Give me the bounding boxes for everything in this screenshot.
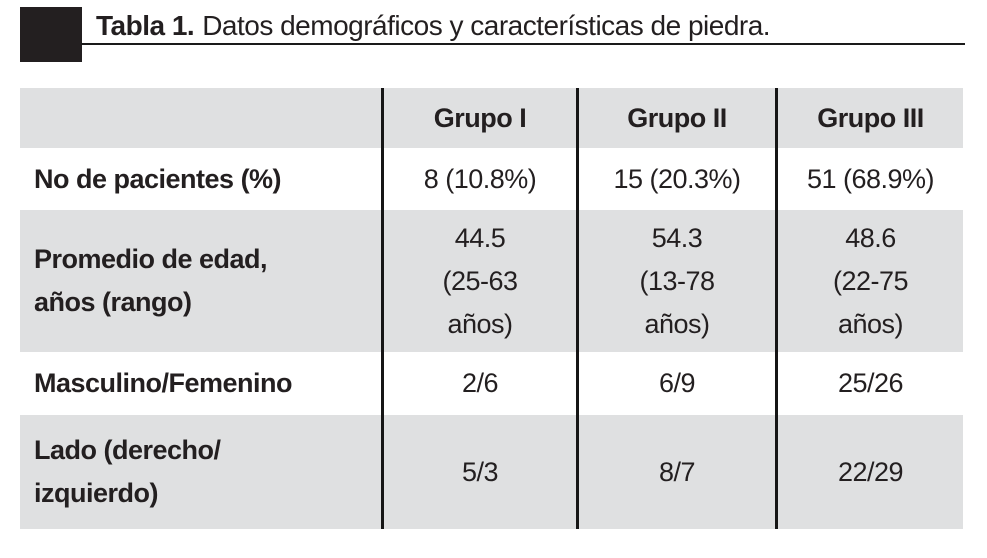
cell-lado-g1: 5/3 xyxy=(381,415,576,529)
cell-pacientes-g2: 15 (20.3%) xyxy=(576,148,775,210)
cell-pacientes-g3: 51 (68.9%) xyxy=(775,148,963,210)
table-title-text: Datos demográficos y características de … xyxy=(202,10,771,41)
row-label-sexo: Masculino/Femenino xyxy=(34,368,293,398)
cell-edad-g3: 48.6 (22-75 años) xyxy=(775,210,963,352)
demographics-table: Grupo I Grupo II Grupo III No de pacient… xyxy=(20,88,963,529)
row-label-pacientes: No de pacientes (%) xyxy=(34,163,282,194)
cell-sexo-g1: 2/6 xyxy=(381,352,576,415)
cell-sexo-g3: 25/26 xyxy=(775,352,963,415)
table-title-prefix: Tabla 1. xyxy=(96,10,195,41)
row-label-lado: Lado (derecho/ izquierdo) xyxy=(20,415,381,529)
cell-pacientes-g1: 8 (10.8%) xyxy=(381,148,576,210)
cell-edad-g1: 44.5 (25-63 años) xyxy=(381,210,576,352)
title-marker-square xyxy=(20,7,82,62)
cell-sexo-g2: 6/9 xyxy=(576,352,775,415)
cell-lado-g3: 22/29 xyxy=(775,415,963,529)
header-cell-grupo-i: Grupo I xyxy=(381,88,576,148)
header-cell-empty xyxy=(20,88,381,148)
header-cell-grupo-ii: Grupo II xyxy=(576,88,775,148)
title-rule xyxy=(81,43,965,45)
header-cell-grupo-iii: Grupo III xyxy=(775,88,963,148)
cell-lado-g2: 8/7 xyxy=(576,415,775,529)
table-title: Tabla 1. Datos demográficos y característ… xyxy=(96,10,771,41)
cell-edad-g2: 54.3 (13-78 años) xyxy=(576,210,775,352)
row-label-edad: Promedio de edad, años (rango) xyxy=(20,210,381,352)
